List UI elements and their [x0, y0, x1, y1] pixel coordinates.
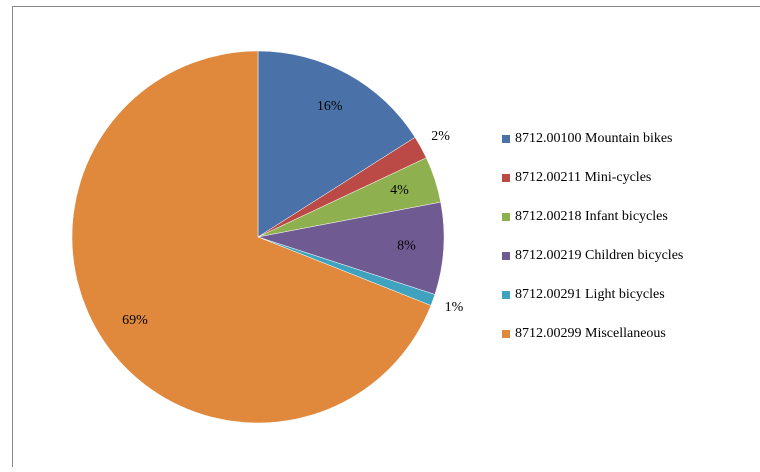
legend-label: 8712.00211 Mini-cycles [515, 170, 651, 185]
legend-label: 8712.00299 Miscellaneous [515, 326, 666, 341]
legend-swatch [502, 174, 510, 182]
legend-label: 8712.00218 Infant bicycles [515, 209, 668, 224]
legend-swatch [502, 252, 510, 260]
legend-swatch [502, 291, 510, 299]
data-label: 8% [397, 239, 416, 254]
legend-label: 8712.00100 Mountain bikes [515, 131, 673, 146]
legend-label: 8712.00291 Light bicycles [515, 287, 665, 302]
data-label: 69% [122, 313, 148, 328]
data-label: 16% [317, 99, 343, 114]
legend-swatch [502, 330, 510, 338]
legend-swatch [502, 213, 510, 221]
legend-label: 8712.00219 Children bicycles [515, 248, 683, 263]
data-label: 4% [390, 183, 409, 198]
data-label: 2% [431, 129, 450, 144]
data-label: 1% [445, 300, 464, 315]
legend-swatch [502, 135, 510, 143]
